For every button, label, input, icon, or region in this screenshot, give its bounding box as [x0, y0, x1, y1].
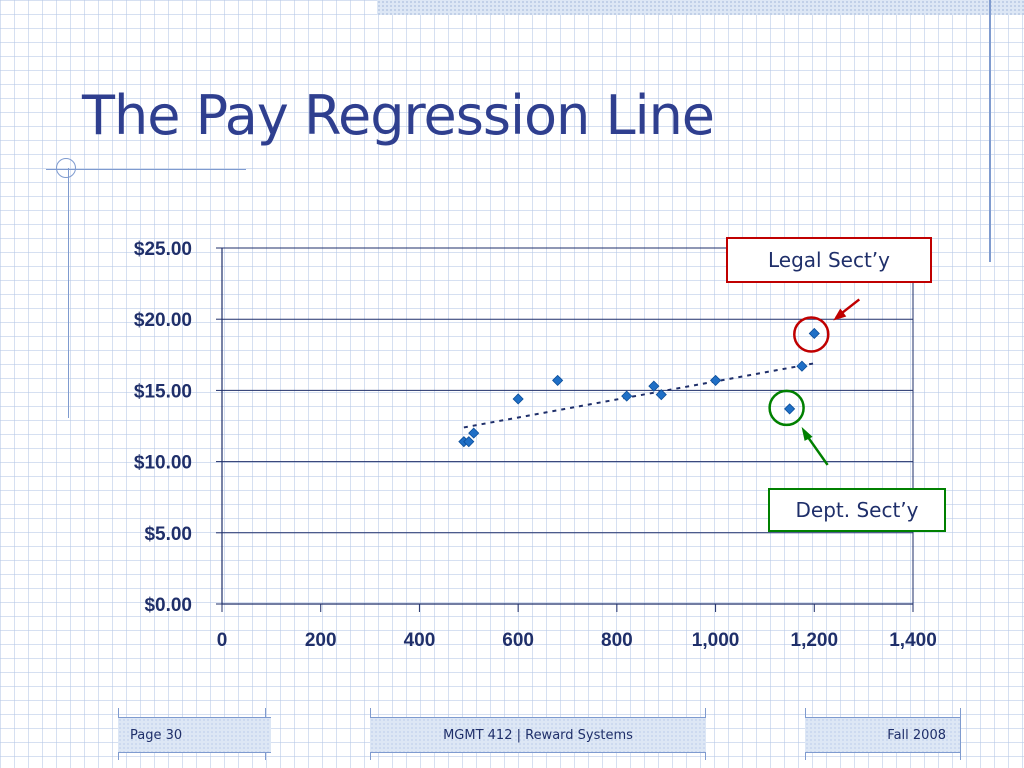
dept-secretary-highlight-ring [768, 389, 805, 427]
data-point [512, 393, 524, 405]
x-tick-label: 1,400 [889, 630, 937, 651]
y-tick-label: $5.00 [144, 524, 192, 545]
tick-labels: $0.00 $5.00 $10.00 $15.00 $20.00 $25.00 0 200 40… [134, 239, 937, 651]
data-point [784, 403, 796, 415]
decorative-ring-icon [56, 158, 76, 178]
footer-divider [960, 708, 961, 760]
left-decorative-rule [68, 168, 69, 418]
x-tick-label: 800 [601, 630, 633, 651]
y-tick-label: $10.00 [134, 453, 192, 474]
title-underline-rule [46, 169, 246, 170]
footer-term: Fall 2008 [805, 717, 960, 753]
data-point [468, 427, 480, 439]
y-tick-label: $20.00 [134, 310, 192, 331]
top-decorative-band [377, 0, 1024, 15]
data-point [655, 389, 667, 401]
y-tick-label: $0.00 [144, 595, 192, 616]
legal-arrowhead-icon [833, 308, 847, 321]
dept-secretary-callout: Dept. Sect’y [768, 488, 946, 532]
dept-arrowhead-icon [801, 426, 813, 441]
data-point [710, 374, 722, 386]
data-point [648, 380, 660, 392]
footer-course-title: MGMT 412 | Reward Systems [370, 717, 706, 753]
x-tick-label: 1,000 [692, 630, 740, 651]
data-point [796, 360, 808, 372]
data-points [458, 327, 820, 448]
highlights [768, 298, 861, 466]
x-tick-label: 200 [305, 630, 337, 651]
data-point [463, 436, 475, 448]
y-tick-label: $25.00 [134, 239, 192, 260]
data-point [552, 374, 564, 386]
y-tick-label: $15.00 [134, 381, 192, 402]
x-tick-label: 400 [404, 630, 436, 651]
data-point [621, 390, 633, 402]
data-point [808, 327, 820, 340]
x-tick-label: 0 [217, 630, 228, 651]
legal-secretary-highlight-ring [793, 316, 830, 353]
right-decorative-rule [989, 0, 991, 262]
x-tick-label: 600 [502, 630, 534, 651]
x-tick-label: 1,200 [791, 630, 839, 651]
legal-secretary-callout: Legal Sect’y [726, 237, 932, 283]
footer-page-number: Page 30 [118, 717, 271, 753]
axes [216, 247, 914, 612]
slide-title: The Pay Regression Line [82, 84, 715, 147]
